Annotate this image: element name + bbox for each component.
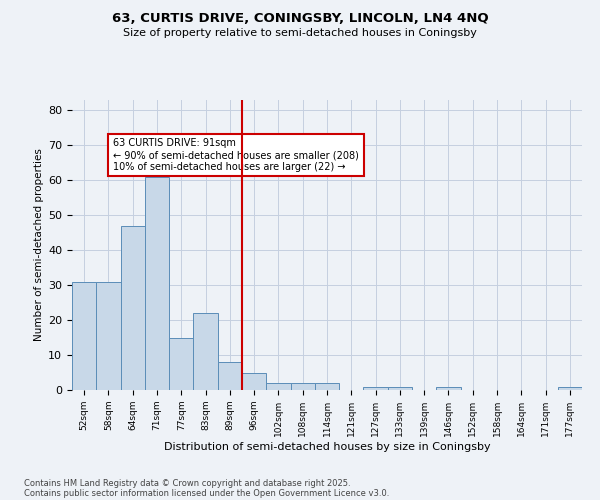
Bar (145, 177, 169, 390)
Bar (169, 338, 193, 390)
X-axis label: Distribution of semi-detached houses by size in Coningsby: Distribution of semi-detached houses by … (164, 442, 490, 452)
Text: 63 CURTIS DRIVE: 91sqm
← 90% of semi-detached houses are smaller (208)
10% of se: 63 CURTIS DRIVE: 91sqm ← 90% of semi-det… (113, 138, 359, 172)
Bar (315, 383, 339, 390)
Bar (72, 282, 96, 390)
Bar (96, 282, 121, 390)
Y-axis label: Number of semi-detached properties: Number of semi-detached properties (34, 148, 44, 342)
Bar (388, 386, 412, 390)
Text: Contains public sector information licensed under the Open Government Licence v3: Contains public sector information licen… (24, 488, 389, 498)
Bar (364, 386, 388, 390)
Bar (290, 383, 315, 390)
Bar (193, 313, 218, 390)
Bar (436, 386, 461, 390)
Bar (558, 386, 582, 390)
Bar (242, 372, 266, 390)
Bar (121, 226, 145, 390)
Text: Size of property relative to semi-detached houses in Coningsby: Size of property relative to semi-detach… (123, 28, 477, 38)
Bar (218, 362, 242, 390)
Text: Contains HM Land Registry data © Crown copyright and database right 2025.: Contains HM Land Registry data © Crown c… (24, 478, 350, 488)
Bar (266, 383, 290, 390)
Text: 63, CURTIS DRIVE, CONINGSBY, LINCOLN, LN4 4NQ: 63, CURTIS DRIVE, CONINGSBY, LINCOLN, LN… (112, 12, 488, 26)
